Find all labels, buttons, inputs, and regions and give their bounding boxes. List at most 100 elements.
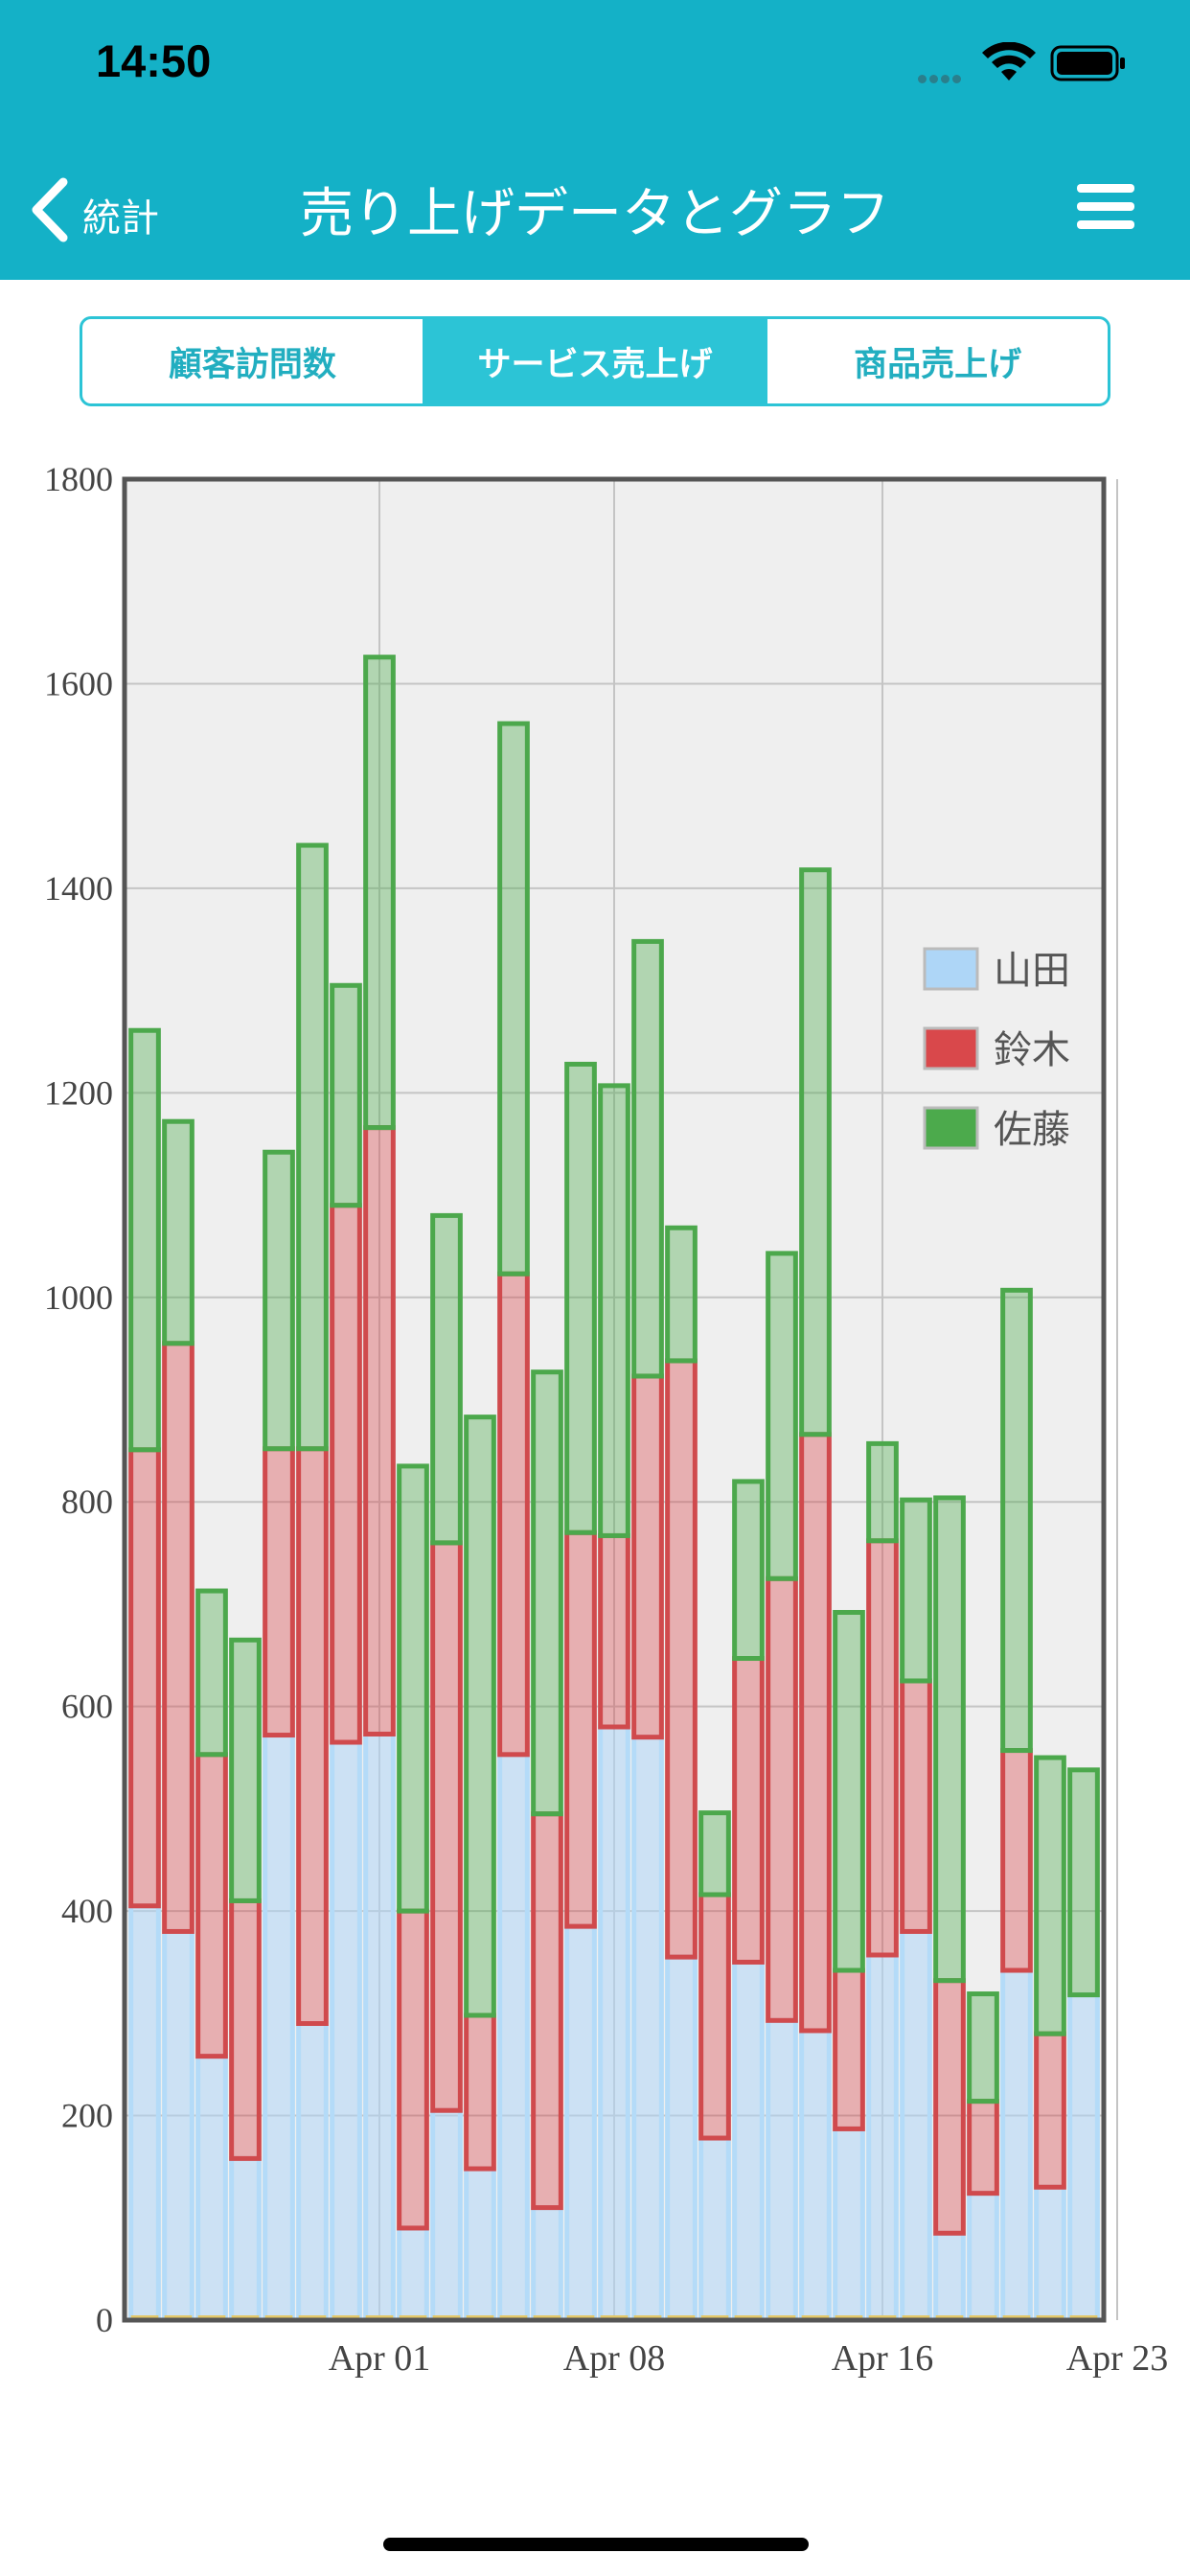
bar-segment xyxy=(598,1083,630,1538)
bar-segment xyxy=(430,1540,463,2113)
x-tick-label: Apr 23 xyxy=(1066,2338,1169,2379)
bar-segment xyxy=(430,1212,463,1546)
bar-segment xyxy=(128,1027,161,1453)
bar-segment xyxy=(799,867,832,1438)
bar-segment xyxy=(967,1991,999,2104)
bar-segment xyxy=(732,1656,765,1965)
bar-segment xyxy=(162,1928,195,2323)
bar-segment xyxy=(1000,1967,1033,2323)
bar-segment xyxy=(631,1735,664,2323)
bar-baseline xyxy=(1069,2315,1098,2319)
bar-segment xyxy=(1067,1767,1100,1998)
tab-service-sales[interactable]: サービス売上げ xyxy=(424,319,768,403)
y-tick-label: 200 xyxy=(61,2097,113,2135)
legend-swatch xyxy=(923,1106,979,1150)
bar-baseline xyxy=(466,2315,494,2319)
bar-baseline xyxy=(130,2315,159,2319)
y-tick-label: 1400 xyxy=(44,869,113,908)
bar-segment xyxy=(665,1954,698,2323)
bar-segment xyxy=(933,1495,966,1984)
back-label: 統計 xyxy=(82,196,159,241)
bar-baseline xyxy=(835,2315,863,2319)
bar-segment xyxy=(128,1447,161,1909)
bar-segment xyxy=(430,2107,463,2323)
bar-segment xyxy=(195,1752,228,2059)
y-tick-label: 400 xyxy=(61,1892,113,1930)
bar-segment xyxy=(531,1369,563,1817)
bar-segment xyxy=(263,1733,295,2323)
bar-segment xyxy=(330,1739,362,2323)
legend-label: 佐藤 xyxy=(994,1108,1070,1152)
bar-segment xyxy=(1034,2031,1066,2190)
bar-segment xyxy=(263,1149,295,1452)
bar-baseline xyxy=(164,2315,193,2319)
bar-segment xyxy=(229,1637,262,1903)
bar-baseline xyxy=(868,2315,897,2319)
bar-segment xyxy=(564,1923,597,2323)
bar-segment xyxy=(464,2012,496,2172)
cellular-signal-icon xyxy=(918,69,964,87)
bar-segment xyxy=(497,1271,530,1758)
x-tick-label: Apr 01 xyxy=(329,2338,431,2379)
bar-baseline xyxy=(600,2315,629,2319)
x-tick-label: Apr 16 xyxy=(832,2338,934,2379)
y-tick-label: 1000 xyxy=(44,1278,113,1317)
bar-segment xyxy=(564,1061,597,1535)
bar-baseline xyxy=(365,2315,394,2319)
bar-segment xyxy=(698,2135,731,2323)
bar-baseline xyxy=(264,2315,293,2319)
bar-segment xyxy=(866,1440,899,1544)
tab-customer-visits[interactable]: 顧客訪問数 xyxy=(82,319,425,403)
bar-baseline xyxy=(969,2315,997,2319)
bar-baseline xyxy=(499,2315,528,2319)
y-tick-label: 1600 xyxy=(44,664,113,702)
bar-segment xyxy=(833,2126,865,2323)
y-tick-label: 0 xyxy=(96,2301,113,2339)
back-button[interactable]: 統計 xyxy=(27,172,180,242)
legend-label: 鈴木 xyxy=(994,1028,1070,1072)
bar-segment xyxy=(296,842,329,1452)
bar-baseline xyxy=(231,2315,260,2319)
bar-segment xyxy=(397,2225,429,2323)
bar-segment xyxy=(900,1928,932,2323)
legend-label: 山田 xyxy=(994,949,1070,993)
bar-segment xyxy=(531,1811,563,2211)
bar-baseline xyxy=(399,2315,427,2319)
bar-segment xyxy=(698,1892,731,2141)
bar-segment xyxy=(967,2191,999,2323)
status-time: 14:50 xyxy=(96,35,212,86)
bar-segment xyxy=(866,1952,899,2323)
bar-baseline xyxy=(332,2315,360,2319)
bar-segment xyxy=(162,1118,195,1346)
bar-segment xyxy=(799,1432,832,2034)
bar-segment xyxy=(766,1576,798,2023)
sales-chart: 0 200 400 600 800 1000 1200 1400 1600 1800 Apr 01 A… xyxy=(44,460,1169,2379)
bar-baseline xyxy=(700,2315,729,2319)
bar-segment xyxy=(933,2230,966,2323)
bar-segment xyxy=(296,1446,329,2027)
bar-segment xyxy=(766,1251,798,1581)
bar-baseline xyxy=(667,2315,696,2319)
bar-segment xyxy=(631,1373,664,1740)
bar-segment xyxy=(263,1446,295,1738)
bar-segment xyxy=(363,1731,396,2323)
bar-baseline xyxy=(432,2315,461,2319)
bar-segment xyxy=(531,2205,563,2323)
hamburger-menu-icon[interactable] xyxy=(1077,182,1134,232)
bar-segment xyxy=(397,1908,429,2231)
bar-baseline xyxy=(1036,2315,1064,2319)
bar-baseline xyxy=(298,2315,327,2319)
bar-segment xyxy=(464,2166,496,2323)
tab-product-sales[interactable]: 商品売上げ xyxy=(854,345,1022,384)
home-indicator xyxy=(383,2538,809,2551)
x-tick-label: Apr 08 xyxy=(563,2338,666,2379)
bar-segment xyxy=(162,1341,195,1934)
bar-segment xyxy=(1000,1748,1033,1973)
bar-segment xyxy=(397,1463,429,1914)
battery-icon xyxy=(1050,45,1125,81)
bar-segment xyxy=(497,721,530,1276)
legend-swatch xyxy=(923,947,979,991)
chevron-left-icon xyxy=(32,177,68,242)
app-header: 14:50 統計 売り上げデータとグラフ xyxy=(0,0,1190,280)
bar-segment xyxy=(229,2155,262,2323)
